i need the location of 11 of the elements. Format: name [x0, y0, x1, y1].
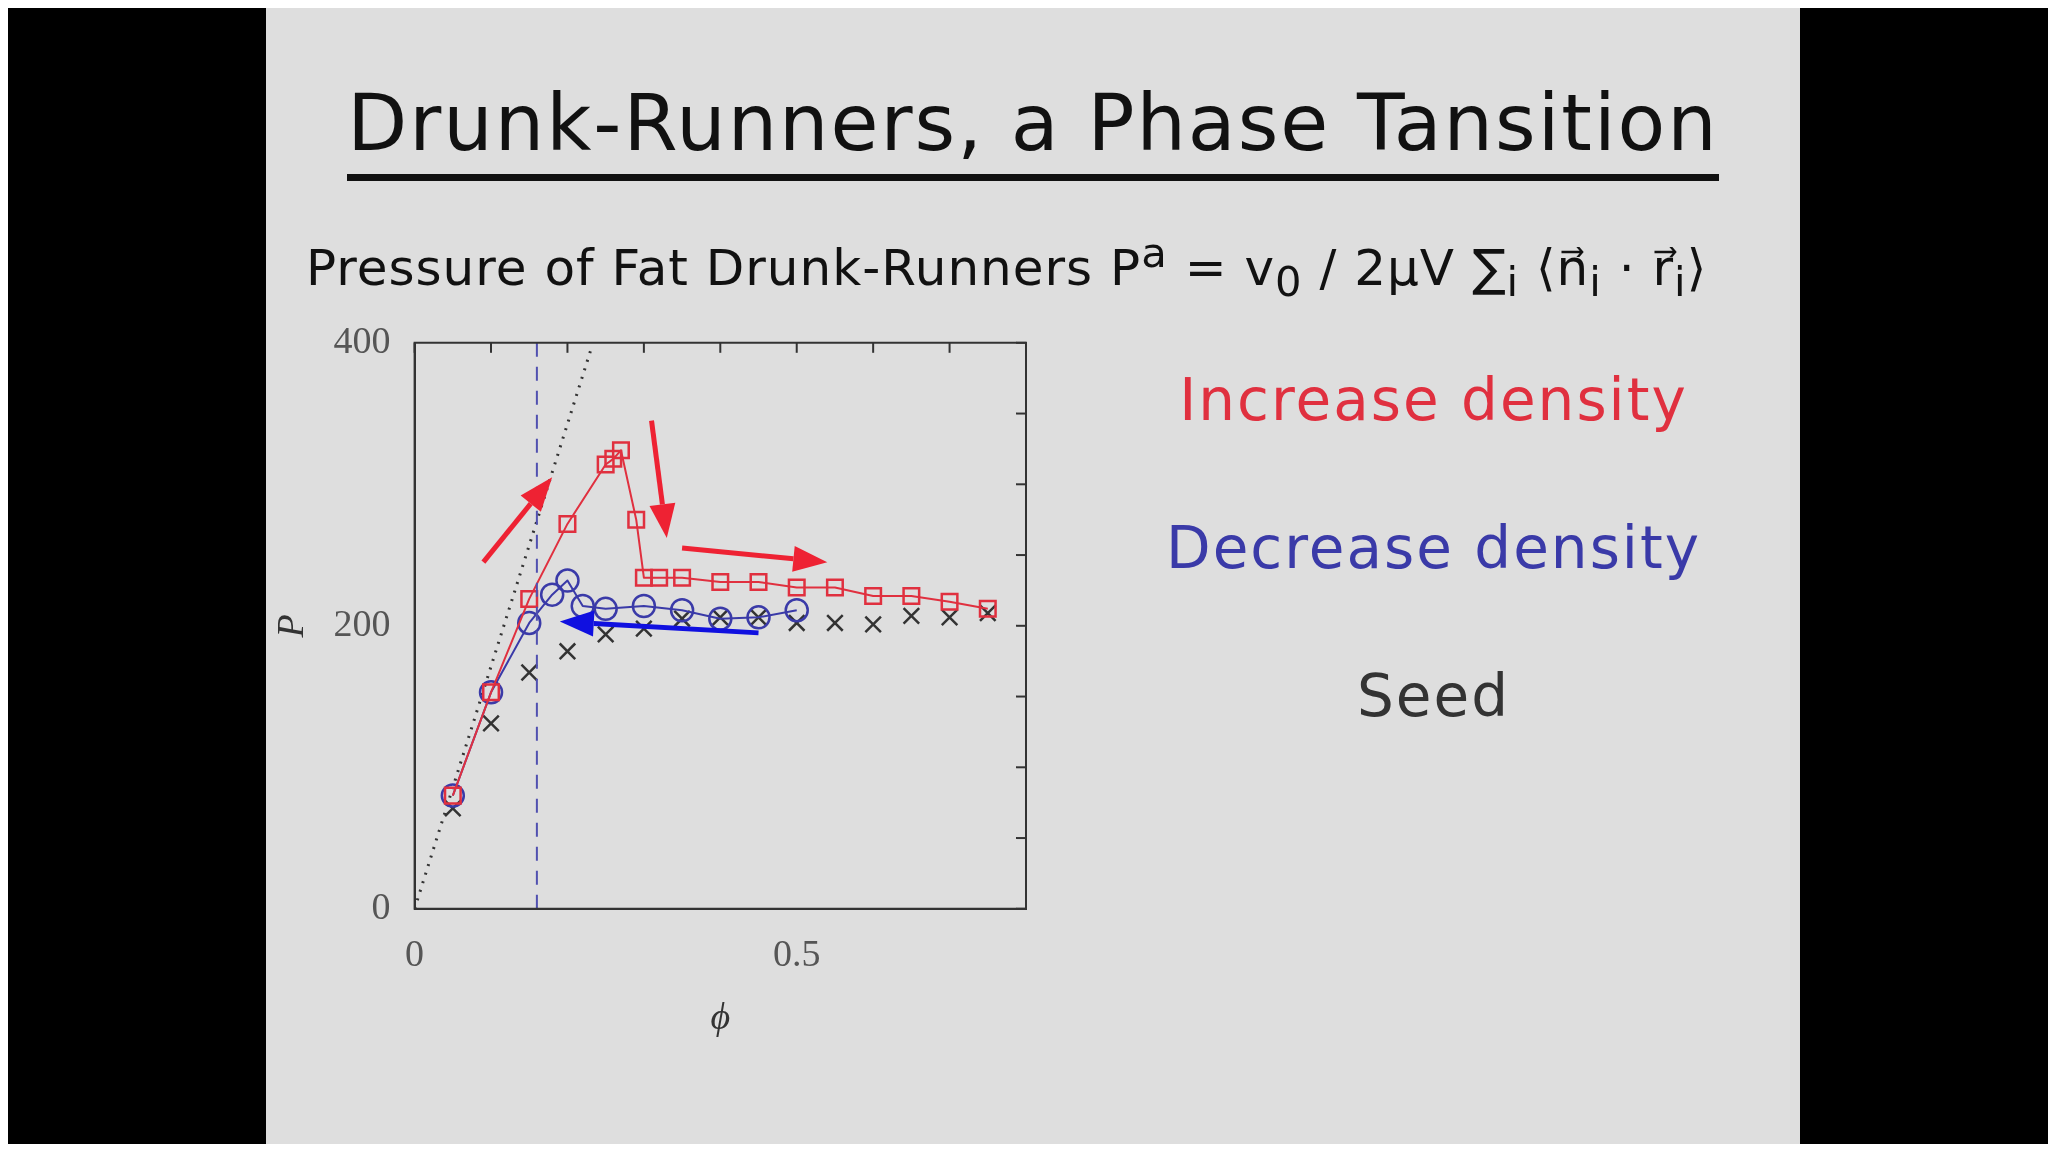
x-axis-title: ϕ [710, 994, 731, 1037]
text: Seed [1357, 661, 1511, 730]
text: Decrease density [1166, 513, 1702, 582]
text: Increase density [1179, 365, 1688, 434]
chart-title: Drunk-Runners, a Phase Tansition [347, 78, 1719, 181]
text: Pressure of Fat Drunk-Runners P$^{a}$ = v$_{0}$ / 2μV ∑$_{i}$ ⟨n⃗$_{i}$ · r⃗$_{i}$⟩ [306, 228, 1708, 306]
x-tick-label: 0.5 [772, 931, 821, 974]
y-tick-label: 0 [371, 884, 391, 927]
y-axis-title: P [268, 613, 311, 639]
y-tick-label: 200 [333, 601, 391, 644]
y-tick-label: 400 [333, 318, 391, 361]
